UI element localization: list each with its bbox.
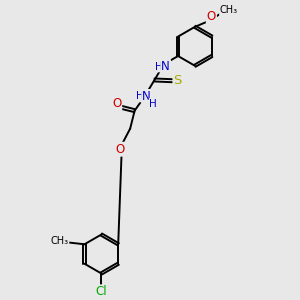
Text: O: O (115, 143, 124, 156)
Text: H: H (149, 99, 157, 109)
Text: Cl: Cl (95, 285, 107, 298)
Text: O: O (112, 97, 121, 110)
Text: N: N (142, 90, 151, 103)
Text: N: N (161, 60, 170, 73)
Text: H: H (136, 92, 144, 101)
Text: CH₃: CH₃ (50, 236, 68, 245)
Text: CH₃: CH₃ (220, 5, 238, 15)
Text: S: S (173, 74, 182, 87)
Text: O: O (207, 10, 216, 23)
Text: H: H (155, 61, 163, 71)
